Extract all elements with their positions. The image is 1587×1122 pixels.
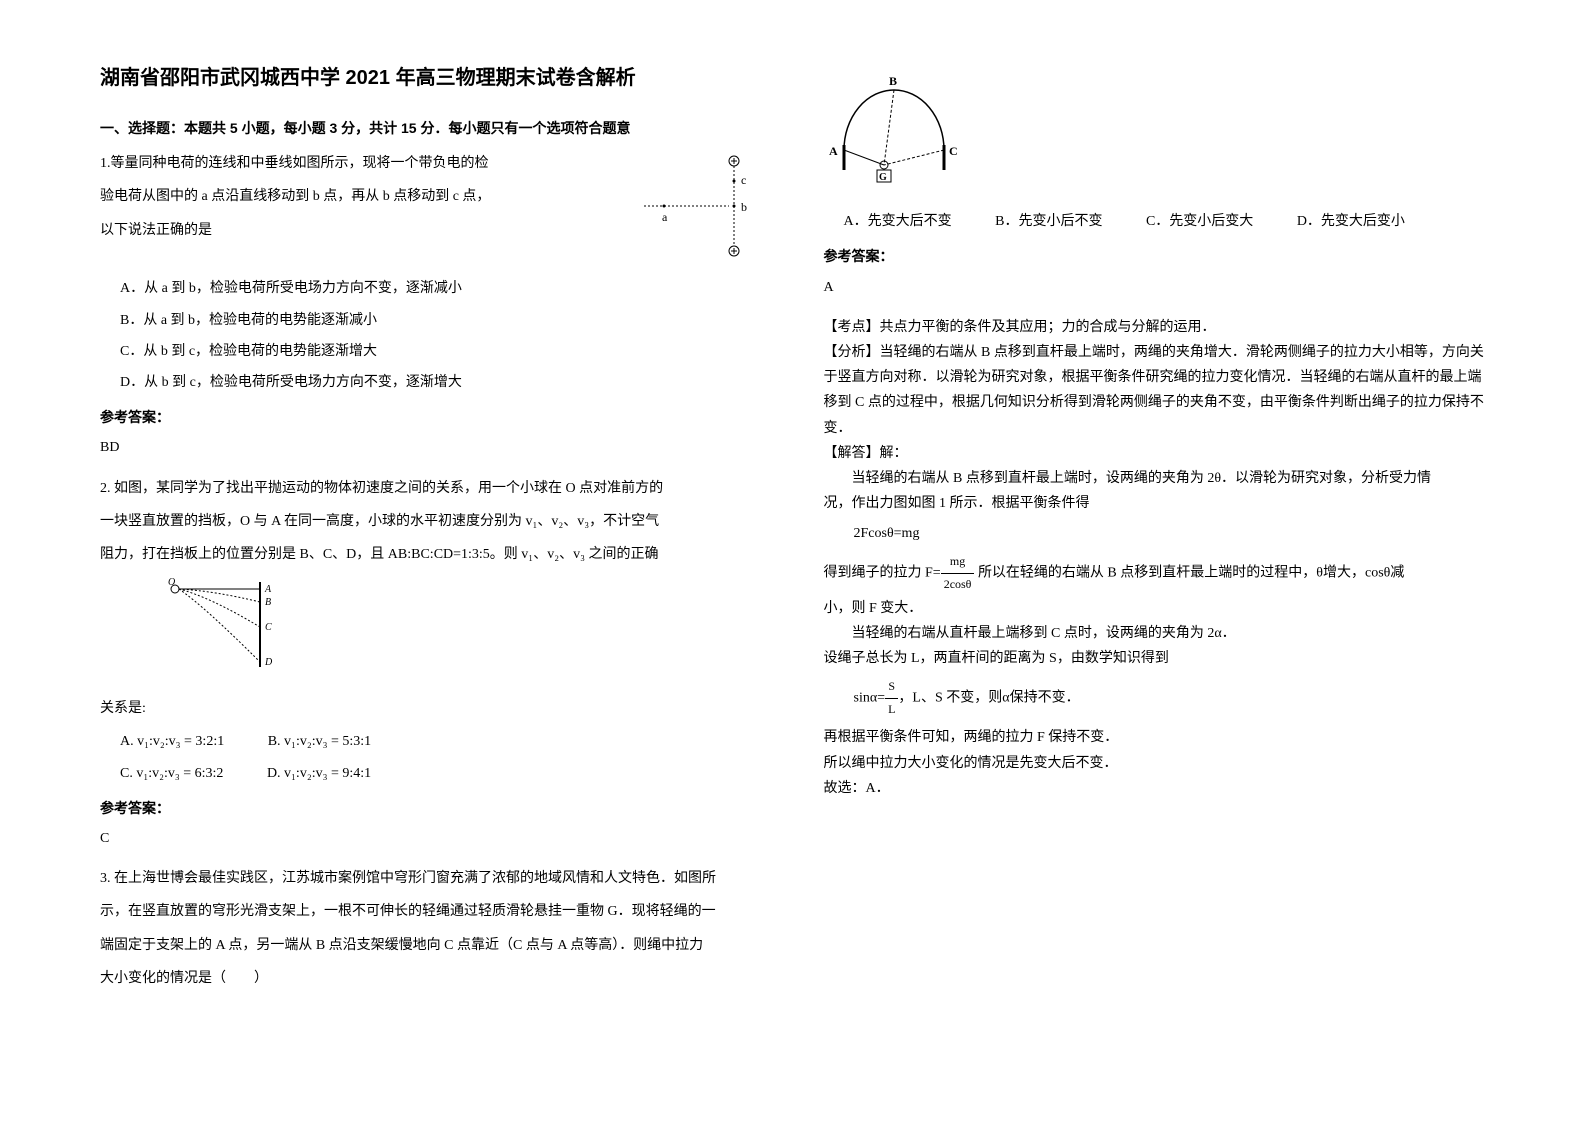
q3-text-2: 示，在竖直放置的穹形光滑支架上，一根不可伸长的轻绳通过轻质滑轮悬挂一重物 G．现… — [100, 899, 764, 924]
question-2: 2. 如图，某同学为了找出平抛运动的物体初速度之间的关系，用一个小球在 O 点对… — [100, 476, 764, 852]
q3-fenxi: 【分析】当轻绳的右端从 B 点移到直杆最上端时，两绳的夹角增大．滑轮两侧绳子的拉… — [824, 340, 1488, 441]
svg-text:G: G — [879, 172, 887, 183]
q3-answer: A — [824, 275, 1488, 300]
q2-text-2: 一块竖直放置的挡板，O 与 A 在同一高度，小球的水平初速度分别为 v₁、v₂、… — [100, 509, 764, 534]
q2-answer: C — [100, 826, 764, 851]
svg-text:C: C — [265, 622, 272, 633]
q3-text-1: 3. 在上海世博会最佳实践区，江苏城市案例馆中穹形门窗充满了浓郁的地域风情和人文… — [100, 866, 764, 891]
kaodian-label: 【考点】 — [824, 320, 880, 335]
q3-text-3: 端固定于支架上的 A 点，另一端从 B 点沿支架缓慢地向 C 点靠近（C 点与 … — [100, 933, 764, 958]
q3-sol-line6: 设绳子总长为 L，两直杆间的距离为 S，由数学知识得到 — [824, 646, 1488, 671]
q1-option-a: A．从 a 到 b，检验电荷所受电场力方向不变，逐渐减小 — [120, 276, 764, 301]
q3-sol-line4: 小，则 F 变大． — [824, 596, 1488, 621]
svg-text:C: C — [949, 144, 958, 158]
fraction-1: mg2cosθ — [941, 551, 975, 595]
section-1-header: 一、选择题：本题共 5 小题，每小题 3 分，共计 15 分．每小题只有一个选项… — [100, 116, 764, 141]
q3-text-4: 大小变化的情况是（ ） — [100, 966, 764, 991]
q2-option-d: D. v₁:v₂:v₃ = 9:4:1 — [267, 761, 371, 786]
q2-option-a: A. v₁:v₂:v₃ = 3:2:1 — [120, 729, 224, 754]
q3-option-d: D．先变大后变小 — [1297, 209, 1405, 234]
q2-text-1: 2. 如图，某同学为了找出平抛运动的物体初速度之间的关系，用一个小球在 O 点对… — [100, 476, 764, 501]
q3-formula2: sinα=SL，L、S 不变，则α保持不变． — [854, 676, 1488, 720]
q2-answer-label: 参考答案： — [100, 796, 764, 821]
q1-label-b: b — [741, 200, 747, 214]
svg-text:A: A — [829, 144, 838, 158]
q3-sol-line7: 再根据平衡条件可知，两绳的拉力 F 保持不变． — [824, 725, 1488, 750]
q1-answer: BD — [100, 435, 764, 460]
svg-text:O: O — [168, 577, 175, 588]
q3-option-c: C．先变小后变大 — [1146, 209, 1253, 234]
q3-sol-line2: 况，作出力图如图 1 所示．根据平衡条件得 — [824, 491, 1488, 516]
q3-sol-line8: 所以绳中拉力大小变化的情况是先变大后不变． — [824, 751, 1488, 776]
exam-title: 湖南省邵阳市武冈城西中学 2021 年高三物理期末试卷含解析 — [100, 60, 764, 96]
question-3: 3. 在上海世博会最佳实践区，江苏城市案例馆中穹形门窗充满了浓郁的地域风情和人文… — [100, 866, 764, 991]
q3-figure: A B C G — [824, 70, 1488, 199]
svg-text:B: B — [889, 74, 897, 88]
q1-option-b: B．从 a 到 b，检验电荷的电势能逐渐减小 — [120, 308, 764, 333]
q1-option-d: D．从 b 到 c，检验电荷所受电场力方向不变，逐渐增大 — [120, 370, 764, 395]
q2-figure: O A B C D — [100, 577, 764, 686]
q1-figure: a b c — [634, 151, 764, 270]
q3-answer-label: 参考答案： — [824, 244, 1488, 269]
question-1: a b c 1.等量同种电荷的连线和中垂线如图所示，现将一个带负电的检 验电荷从… — [100, 151, 764, 460]
q1-option-c: C．从 b 到 c，检验电荷的电势能逐渐增大 — [120, 339, 764, 364]
q2-text-4: 关系是: — [100, 696, 764, 721]
q2-option-b: B. v₁:v₂:v₃ = 5:3:1 — [268, 729, 371, 754]
q3-sol-line9: 故选：A． — [824, 776, 1488, 801]
q3-jieda: 【解答】解： — [824, 441, 1488, 466]
svg-text:A: A — [264, 584, 272, 595]
svg-text:D: D — [264, 657, 273, 668]
svg-text:B: B — [265, 597, 271, 608]
q3-formula1: 2Fcosθ=mg — [854, 521, 1488, 546]
q2-text-3: 阻力，打在挡板上的位置分别是 B、C、D，且 AB:BC:CD=1:3:5。则 … — [100, 542, 764, 567]
q3-option-a: A．先变大后不变 — [844, 209, 952, 234]
q3-sol-line5: 当轻绳的右端从直杆最上端移到 C 点时，设两绳的夹角为 2α． — [824, 621, 1488, 646]
q1-answer-label: 参考答案： — [100, 405, 764, 430]
fenxi-label: 【分析】 — [824, 345, 880, 360]
q3-sol-line1: 当轻绳的右端从 B 点移到直杆最上端时，设两绳的夹角为 2θ．以滑轮为研究对象，… — [824, 466, 1488, 491]
q2-option-c: C. v₁:v₂:v₃ = 6:3:2 — [120, 761, 223, 786]
q1-label-c: c — [741, 173, 746, 187]
q3-sol-line3: 得到绳子的拉力 F=mg2cosθ 所以在轻绳的右端从 B 点移到直杆最上端时的… — [824, 551, 1488, 595]
fraction-2: SL — [885, 676, 898, 720]
q3-kaodian: 【考点】共点力平衡的条件及其应用；力的合成与分解的运用． — [824, 315, 1488, 340]
jieda-label: 【解答】 — [824, 446, 880, 461]
q3-option-b: B．先变小后不变 — [995, 209, 1102, 234]
q1-label-a: a — [662, 210, 668, 224]
